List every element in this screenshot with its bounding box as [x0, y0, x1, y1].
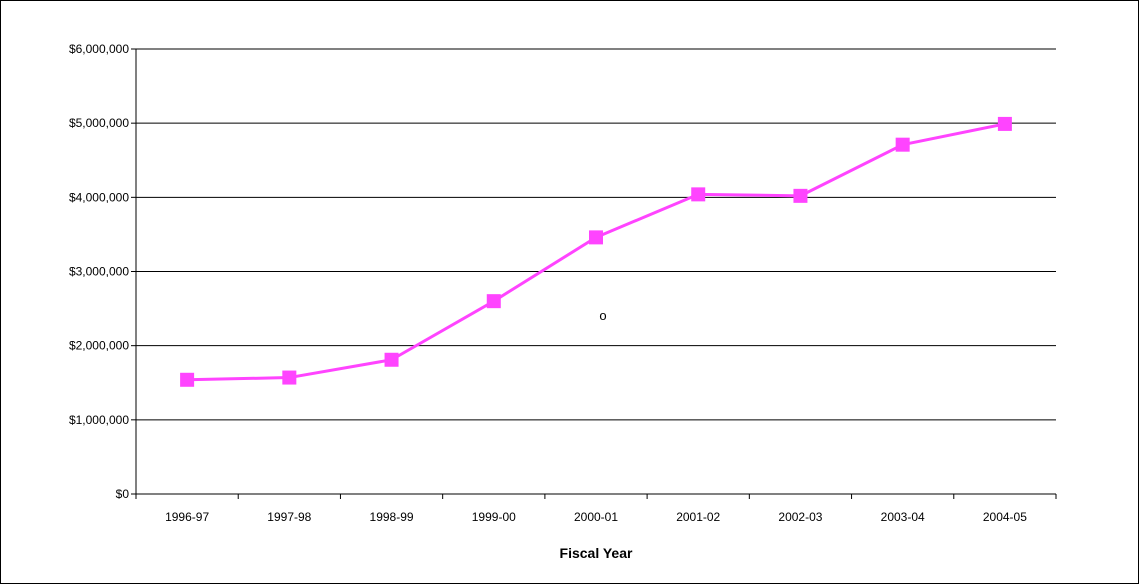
- x-tick-label: 1997-98: [267, 510, 311, 524]
- data-point: [180, 372, 195, 387]
- x-tick-label: 1998-99: [370, 510, 414, 524]
- gridlines: [136, 48, 1056, 421]
- x-tick-label: 2003-04: [881, 510, 925, 524]
- data-point: [895, 137, 910, 152]
- chart-annotation: o: [599, 308, 606, 323]
- y-tick-label: $3,000,000: [69, 265, 129, 279]
- y-ticks: $0 $1,000,000 $2,000,000 $3,000,000 $4,000,0…: [69, 42, 136, 501]
- data-point: [997, 116, 1012, 131]
- series-line: [187, 122, 1006, 382]
- y-tick-label: $1,000,000: [69, 413, 129, 427]
- data-point: [793, 188, 808, 203]
- y-tick-label: $5,000,000: [69, 116, 129, 130]
- x-tick-label: 1999-00: [472, 510, 516, 524]
- y-tick-label: $0: [116, 487, 130, 501]
- y-tick-label: $4,000,000: [69, 190, 129, 204]
- data-point: [589, 230, 603, 245]
- x-tick-label: 1996-97: [165, 510, 209, 524]
- x-axis-title: Fiscal Year: [560, 545, 633, 561]
- data-point: [384, 352, 399, 367]
- x-tick-label: 2002-03: [778, 510, 822, 524]
- data-point: [486, 294, 501, 309]
- y-tick-label: $6,000,000: [69, 42, 129, 56]
- x-ticks: 1996-97 1997-98 1998-99 1999-00 2000-01 2001-…: [135, 494, 1057, 524]
- data-point: [691, 187, 706, 202]
- x-tick-label: 2004-05: [983, 510, 1027, 524]
- data-point: [282, 370, 297, 385]
- x-tick-label: 2000-01: [574, 510, 618, 524]
- y-tick-label: $2,000,000: [69, 339, 129, 353]
- x-tick-label: 2001-02: [676, 510, 720, 524]
- series: [180, 116, 1012, 387]
